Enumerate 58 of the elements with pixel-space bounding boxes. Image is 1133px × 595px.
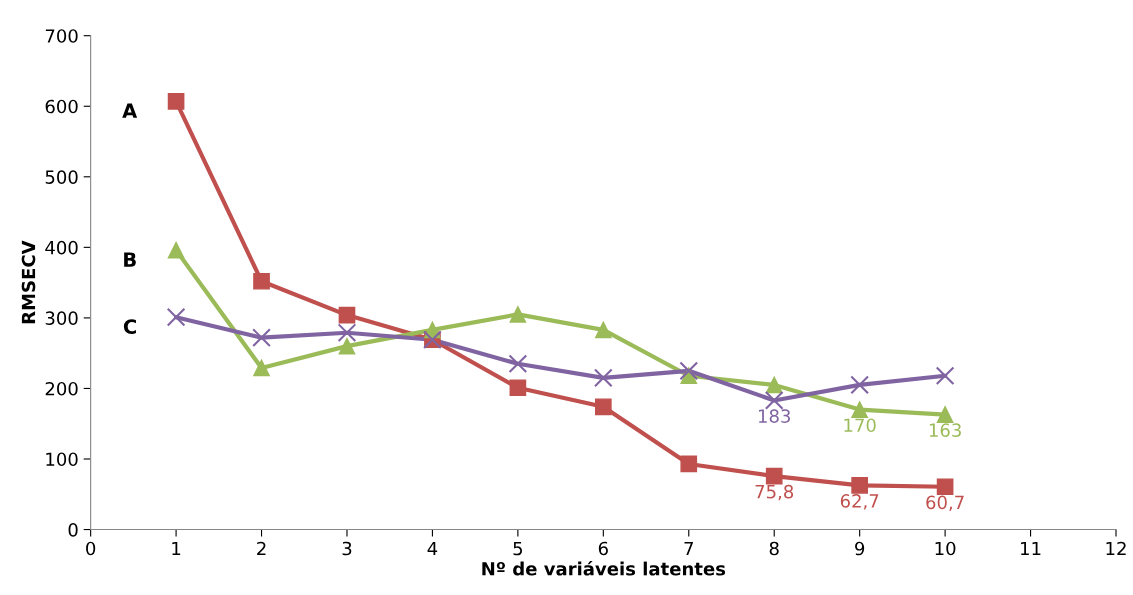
annotation: B xyxy=(124,252,136,267)
point xyxy=(765,376,783,394)
y-tick-label: 700 xyxy=(45,29,78,43)
point xyxy=(594,398,612,416)
point xyxy=(679,361,699,381)
y-tick-label: 300 xyxy=(45,311,78,326)
x-tick-label: 12 xyxy=(1106,541,1126,556)
x-tick-label: 2 xyxy=(257,541,266,556)
point xyxy=(508,354,528,374)
data-label: 170 xyxy=(844,418,876,433)
point xyxy=(167,241,185,259)
y-tick-label: 200 xyxy=(45,381,78,396)
point xyxy=(509,306,527,323)
point xyxy=(166,307,186,327)
point xyxy=(936,478,954,496)
point xyxy=(338,337,356,355)
annotation: C xyxy=(123,319,136,334)
point xyxy=(851,401,868,418)
y-tick-label: 400 xyxy=(45,240,78,255)
point xyxy=(594,321,612,339)
x-tick-label: 7 xyxy=(684,541,693,556)
point xyxy=(253,272,270,290)
point xyxy=(593,368,613,388)
y-tick-label: 600 xyxy=(45,99,78,114)
point xyxy=(936,406,954,423)
point xyxy=(850,375,870,395)
data-label: 62,7 xyxy=(840,494,879,510)
data-label: 163 xyxy=(929,423,961,437)
point xyxy=(764,391,784,410)
x-tick-label: 0 xyxy=(86,541,96,556)
x-tick-label: 5 xyxy=(513,541,523,556)
point xyxy=(167,92,185,110)
x-tick-label: 1 xyxy=(172,541,181,556)
point xyxy=(509,379,527,397)
data-label: 60,7 xyxy=(926,495,964,512)
y-axis-title: RMSECV xyxy=(21,240,36,324)
annotation: A xyxy=(122,103,138,118)
y-tick-label: 0 xyxy=(68,523,78,537)
point xyxy=(680,455,698,473)
x-tick-label: 11 xyxy=(1021,541,1041,556)
x-tick-label: 9 xyxy=(855,541,865,556)
data-label: 75,8 xyxy=(755,484,794,501)
x-tick-label: 8 xyxy=(769,541,779,556)
point xyxy=(338,306,356,324)
x-axis-title: Nº de variáveis latentes xyxy=(482,560,726,576)
point xyxy=(253,359,270,377)
data-label: 183 xyxy=(758,409,790,423)
point xyxy=(252,328,271,348)
y-tick-label: 500 xyxy=(45,170,78,184)
point xyxy=(851,476,868,494)
point xyxy=(935,366,955,386)
y-tick-label: 100 xyxy=(46,452,78,467)
x-tick-label: 6 xyxy=(598,541,608,556)
x-tick-label: 10 xyxy=(935,541,956,556)
point xyxy=(765,467,783,485)
x-tick-label: 4 xyxy=(427,541,438,556)
point xyxy=(337,323,357,343)
x-tick-label: 3 xyxy=(342,541,352,556)
